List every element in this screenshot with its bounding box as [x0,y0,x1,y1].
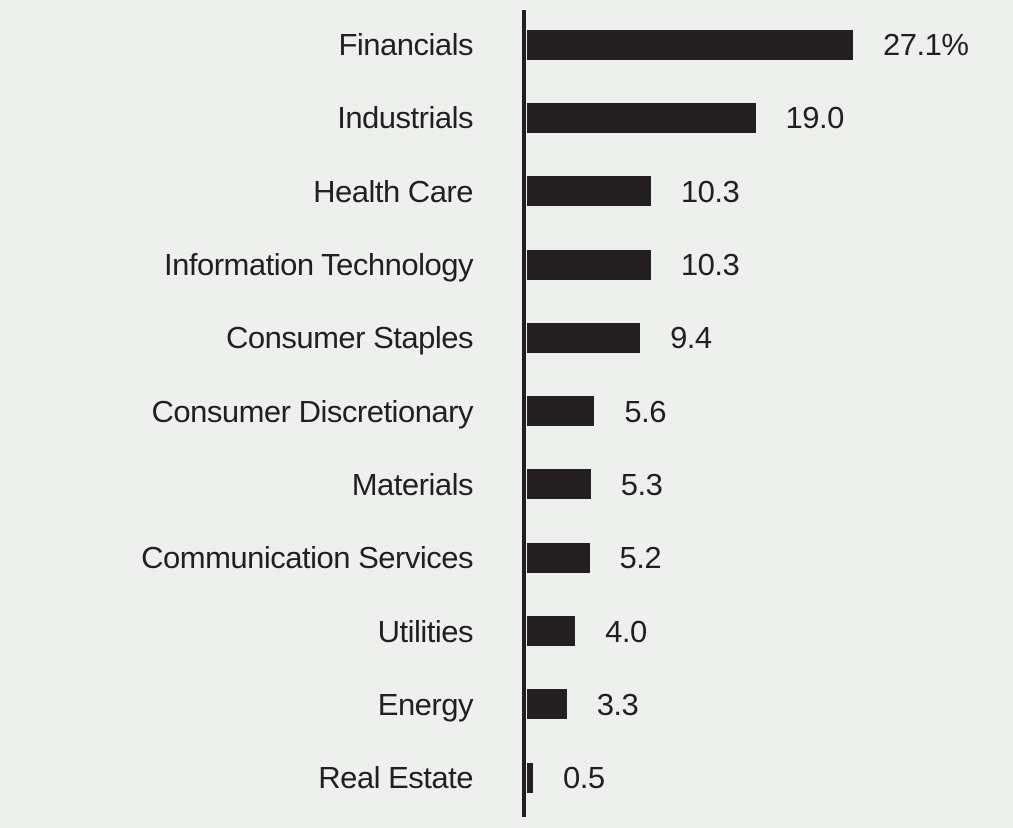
category-label: Health Care [313,173,473,209]
category-label: Real Estate [318,760,473,796]
bar [527,322,641,353]
category-label: Communication Services [141,540,473,576]
category-label: Financials [338,27,473,63]
chart-row: Real Estate 0.5 [0,741,1013,814]
chart-row: Consumer Staples 9.4 [0,301,1013,374]
category-label: Consumer Staples [225,320,474,356]
bar [527,396,595,427]
bar [527,249,651,280]
bar [527,542,590,573]
chart-row: Consumer Discretionary 5.6 [0,374,1013,447]
value-label: 27.1% [883,27,969,63]
value-label: 9.4 [670,320,712,356]
chart-row: Information Technology 10.3 [0,228,1013,301]
category-label: Materials [351,466,474,502]
y-axis-baseline [522,10,526,817]
value-label: 4.0 [605,613,647,649]
bar [527,176,651,207]
chart-row: Utilities 4.0 [0,594,1013,667]
chart-rows: Financials 27.1% Industrials 19.0 Health Car… [0,8,1013,814]
chart-row: Health Care 10.3 [0,155,1013,228]
bar [527,469,591,500]
bar [527,689,567,720]
value-label: 5.2 [619,540,662,576]
bar [527,762,533,793]
category-label: Energy [377,686,474,722]
bar [527,29,853,60]
value-label: 19.0 [785,100,845,136]
chart-row: Financials 27.1% [0,8,1013,81]
value-label: 5.6 [624,393,666,429]
value-label: 10.3 [680,247,740,283]
bar [527,102,756,133]
category-label: Utilities [377,613,474,649]
chart-row: Industrials 19.0 [0,81,1013,154]
category-label: Information Technology [164,247,473,283]
value-label: 0.5 [563,760,605,796]
chart-row: Materials 5.3 [0,448,1013,521]
value-label: 3.3 [596,686,639,722]
chart-row: Energy 3.3 [0,668,1013,741]
chart-row: Communication Services 5.2 [0,521,1013,594]
category-label: Consumer Discretionary [151,393,474,429]
value-label: 5.3 [620,466,663,502]
value-label: 10.3 [680,173,740,209]
bar [527,616,576,647]
category-label: Industrials [337,100,473,136]
